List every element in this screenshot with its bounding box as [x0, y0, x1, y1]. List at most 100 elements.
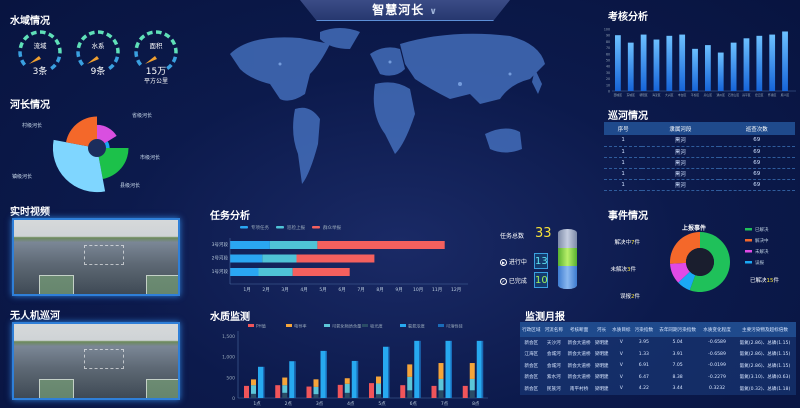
task-bar [262, 254, 297, 263]
quality-bar [344, 378, 350, 384]
y-tick-label: 10 [606, 83, 610, 87]
gauge-ring [18, 30, 62, 71]
quality-bar [251, 393, 256, 398]
rose-label: 镇级河长 [12, 173, 32, 180]
drone-title: 无人机巡河 [10, 311, 60, 322]
quality-bar-chart: PH值 电导率 可氧化物质含量 吸光度 氨氮浓度 可溶性硅 0 500 1,000 1,500 1点… [222, 323, 488, 407]
event-label-value: 15 [767, 278, 774, 284]
y-tick-label: 20 [606, 77, 610, 81]
table-cell: 会城河 [546, 363, 561, 369]
x-tick-label: 顺义区 [781, 93, 790, 97]
gauge-1: 水系 9条 [73, 30, 123, 90]
gauge-label: 流域 [33, 42, 47, 50]
world-map [230, 28, 545, 184]
legend-swatch [745, 239, 752, 242]
x-tick-label: 1点 [253, 401, 261, 407]
check-circle-icon: ✓ [500, 278, 507, 285]
event-label: 未解决3件 [610, 265, 636, 273]
task-bar [230, 268, 259, 276]
x-tick-label: 12月 [451, 287, 461, 293]
table-row: 1 黑河 69 [604, 135, 795, 147]
y-tick-label: 1,000 [222, 355, 235, 361]
table-cell: 5.04 [672, 340, 683, 346]
legend-swatch [276, 226, 284, 229]
task-bar [258, 268, 293, 276]
rose-label: 市级河长 [140, 154, 160, 161]
events-title: 事件情况 [608, 211, 648, 222]
gauge-ring [134, 30, 178, 71]
x-tick-label: 海淀区 [652, 93, 661, 97]
legend-label: 电导率 [294, 323, 307, 330]
gauge-value: 15万 [145, 67, 167, 77]
event-label-value: 7 [631, 240, 635, 246]
legend-label: PH值 [256, 323, 266, 330]
event-label: 已解决15件 [750, 276, 780, 284]
task-bar [269, 241, 318, 249]
legend-swatch [745, 261, 752, 264]
page-title: 智慧河长 [372, 3, 425, 17]
legend-label: 巡检上报 [287, 224, 305, 231]
live-video-player[interactable] [12, 218, 180, 296]
gauge-needle-icon [87, 56, 99, 64]
column-header: 隶属河段 [642, 122, 719, 135]
y-tick-label: 0 [608, 90, 610, 94]
quality-bar [450, 340, 452, 398]
table-cell: 3.95 [638, 340, 649, 346]
x-tick-label: 大兴区 [665, 93, 674, 97]
table-cell: 新会大道桥 [567, 363, 591, 369]
table-row: 1 黑河 69 [604, 168, 795, 180]
quality-bar [400, 385, 406, 398]
rose-slice [97, 148, 129, 179]
column-header: 巡查次数 [718, 122, 795, 135]
table-row: 1 黑河 69 [604, 146, 795, 158]
donut-slice [678, 271, 696, 291]
quality-bar [344, 383, 350, 393]
event-label-value: 3 [627, 267, 631, 273]
ongoing-value: 13 [534, 253, 548, 269]
assess-bar [717, 52, 724, 91]
play-icon: ▶ [500, 259, 507, 266]
table-cell: 南平村桥 [569, 386, 589, 392]
x-tick-label: 房山区 [704, 93, 713, 97]
table-cell: 1 [604, 179, 643, 191]
legend-label: 误报 [755, 259, 764, 266]
column-header: 水质目标 [610, 322, 633, 337]
table-cell: 氨氮(2.86)、总磷(1.15) [739, 363, 791, 369]
assess-bar [705, 45, 711, 91]
y-tick-label: 1,500 [222, 334, 235, 340]
quality-bar [306, 386, 312, 398]
quality-bar [431, 385, 437, 398]
table-cell: 4.22 [638, 386, 649, 392]
table-cell: 梁明建 [594, 375, 609, 381]
assess-title: 考核分析 [608, 12, 648, 23]
chevron-down-icon[interactable]: ∨ [429, 7, 438, 17]
table-cell: 氨氮(2.86)、总磷(1.15) [739, 352, 791, 358]
rose-label: 省级河长 [132, 112, 152, 119]
event-label-name: 误报 [620, 292, 632, 300]
event-label: 解决中7件 [614, 238, 640, 246]
table-cell: 1 [604, 157, 643, 169]
task-bar [296, 254, 375, 263]
video-title: 实时视频 [10, 207, 50, 218]
legend-swatch [362, 324, 368, 327]
quality-bar [438, 378, 444, 391]
quality-bar [476, 340, 482, 398]
x-tick-label: 怀柔区 [768, 93, 777, 97]
gauge-value: 9条 [90, 67, 106, 77]
event-label-value: 2 [631, 294, 635, 300]
x-tick-label: 5月 [319, 287, 326, 293]
progress-cylinder [558, 229, 577, 289]
x-tick-label: 1月 [243, 287, 250, 293]
quality-bar [407, 376, 413, 391]
x-tick-label: 2月 [262, 287, 269, 293]
task-bar [292, 268, 350, 276]
x-tick-label: 昌平区 [742, 93, 751, 97]
quality-bar [294, 361, 296, 398]
drone-video-player[interactable] [12, 322, 180, 400]
x-tick-label: 8点 [472, 401, 480, 407]
quality-bar [388, 346, 390, 398]
column-header: 序号 [604, 122, 643, 135]
legend-label: 氨氮浓度 [408, 323, 426, 330]
quality-bar [320, 350, 326, 398]
event-label-unit: 件 [634, 238, 640, 246]
